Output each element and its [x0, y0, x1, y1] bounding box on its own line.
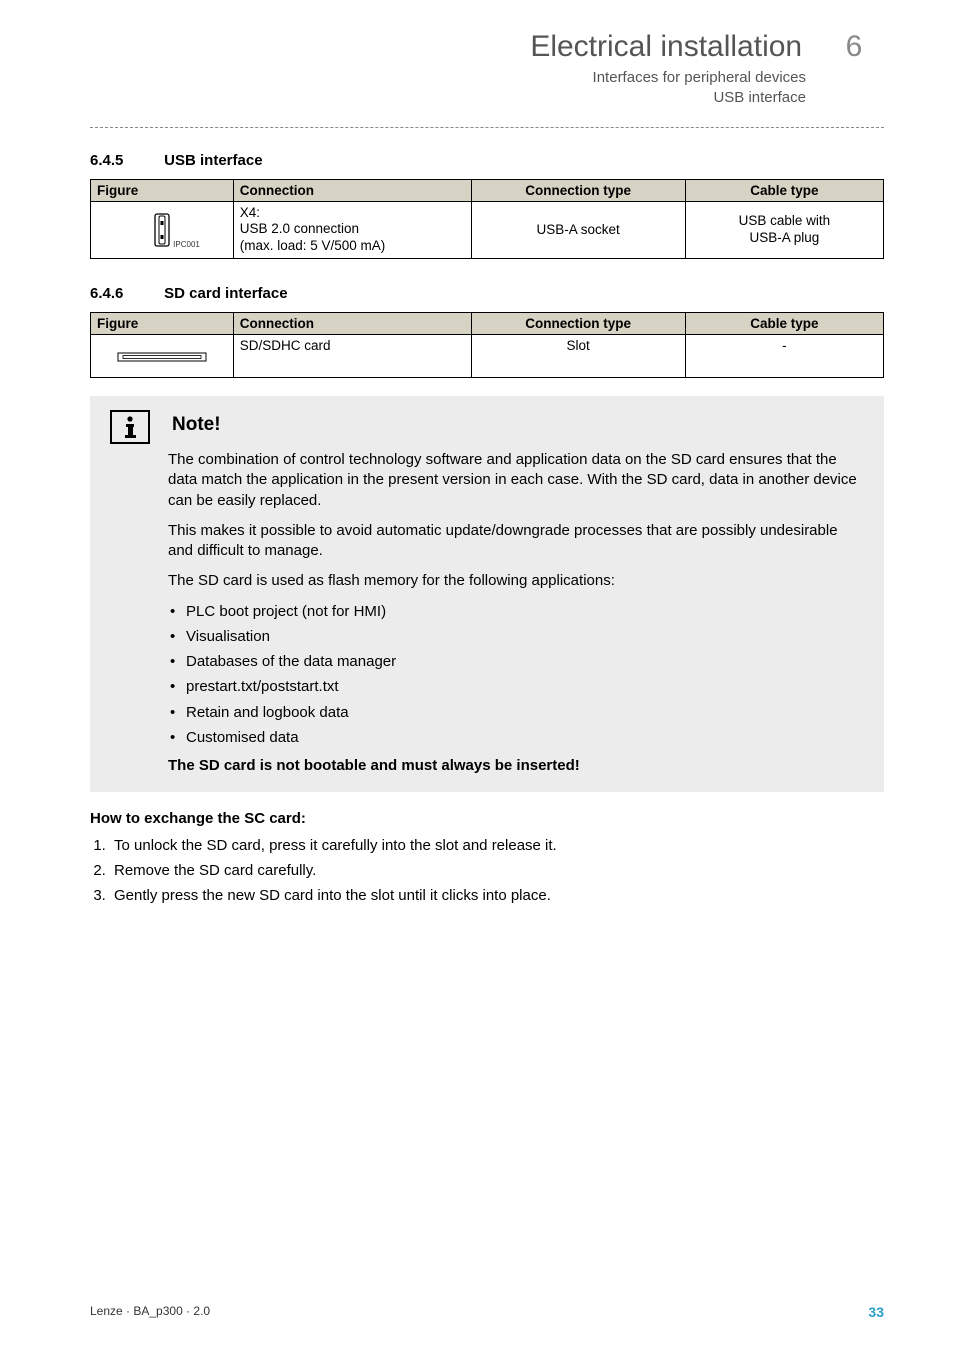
section-number: 6.4.5 — [90, 152, 160, 169]
th-connection: Connection — [233, 179, 471, 201]
note-para3: The SD card is used as flash memory for … — [168, 571, 864, 591]
cable-l1: USB cable with — [739, 213, 831, 228]
table-header-row: Figure Connection Connection type Cable … — [91, 313, 884, 335]
table-row: SD/SDHC card Slot - — [91, 335, 884, 378]
note-bullet-list: PLC boot project (not for HMI) Visualisa… — [168, 602, 864, 749]
subtitle-line1: Interfaces for peripheral devices — [593, 69, 806, 86]
usb-figure-cell: IPC001 — [91, 201, 234, 259]
conn-l3: (max. load: 5 V/500 mA) — [240, 238, 386, 253]
exchange-heading: How to exchange the SC card: — [90, 810, 884, 827]
note-body: The combination of control technology so… — [168, 450, 864, 776]
page-header: Electrical installation 6 — [90, 30, 884, 64]
chapter-title: Electrical installation — [530, 30, 802, 63]
conn-l1: X4: — [240, 205, 260, 220]
th-ctype: Connection type — [471, 179, 685, 201]
usb-cable-cell: USB cable with USB-A plug — [685, 201, 883, 259]
section-heading-usb: 6.4.5 USB interface — [90, 152, 884, 169]
th-cable: Cable type — [685, 313, 883, 335]
sd-figure-cell — [91, 335, 234, 378]
subtitle-line2: USB interface — [713, 89, 806, 106]
sd-ctype-cell: Slot — [471, 335, 685, 378]
note-bullet: Visualisation — [168, 627, 864, 647]
table-header-row: Figure Connection Connection type Cable … — [91, 179, 884, 201]
note-bullet: Retain and logbook data — [168, 703, 864, 723]
usb-connection-cell: X4: USB 2.0 connection (max. load: 5 V/5… — [233, 201, 471, 259]
info-icon — [110, 410, 150, 444]
usb-socket-icon — [154, 213, 170, 247]
note-box: Note! The combination of control technol… — [90, 396, 884, 792]
note-para2: This makes it possible to avoid automati… — [168, 521, 864, 562]
chapter-number: 6 — [824, 30, 884, 64]
th-cable: Cable type — [685, 179, 883, 201]
note-bullet: Customised data — [168, 728, 864, 748]
page-number: 33 — [868, 1304, 884, 1320]
step-item: Gently press the new SD card into the sl… — [110, 887, 884, 904]
note-bold-line: The SD card is not bootable and must alw… — [168, 756, 864, 776]
note-bullet: prestart.txt/poststart.txt — [168, 677, 864, 697]
section-title: SD card interface — [164, 285, 287, 302]
th-figure: Figure — [91, 313, 234, 335]
usb-ctype-cell: USB-A socket — [471, 201, 685, 259]
note-para1: The combination of control technology so… — [168, 450, 864, 511]
ipc-label: IPC001 — [173, 240, 200, 249]
exchange-steps: To unlock the SD card, press it carefull… — [90, 837, 884, 904]
divider — [90, 127, 884, 128]
section-title: USB interface — [164, 152, 262, 169]
sd-connection-cell: SD/SDHC card — [233, 335, 471, 378]
step-item: Remove the SD card carefully. — [110, 862, 884, 879]
note-title: Note! — [172, 410, 221, 436]
section-heading-sd: 6.4.6 SD card interface — [90, 285, 884, 302]
th-connection: Connection — [233, 313, 471, 335]
sd-slot-icon — [117, 350, 207, 364]
section-number: 6.4.6 — [90, 285, 160, 302]
note-bullet: Databases of the data manager — [168, 652, 864, 672]
step-item: To unlock the SD card, press it carefull… — [110, 837, 884, 854]
chapter-subtitle: Interfaces for peripheral devices USB in… — [90, 68, 806, 109]
th-ctype: Connection type — [471, 313, 685, 335]
page-footer: Lenze · BA_p300 · 2.0 33 — [90, 1304, 884, 1320]
usb-table: Figure Connection Connection type Cable … — [90, 179, 884, 260]
note-bullet: PLC boot project (not for HMI) — [168, 602, 864, 622]
sd-table: Figure Connection Connection type Cable … — [90, 312, 884, 378]
table-row: IPC001 X4: USB 2.0 connection (max. load… — [91, 201, 884, 259]
sd-cable-cell: - — [685, 335, 883, 378]
th-figure: Figure — [91, 179, 234, 201]
cable-l2: USB-A plug — [749, 230, 819, 245]
conn-l2: USB 2.0 connection — [240, 221, 359, 236]
footer-left: Lenze · BA_p300 · 2.0 — [90, 1304, 210, 1320]
